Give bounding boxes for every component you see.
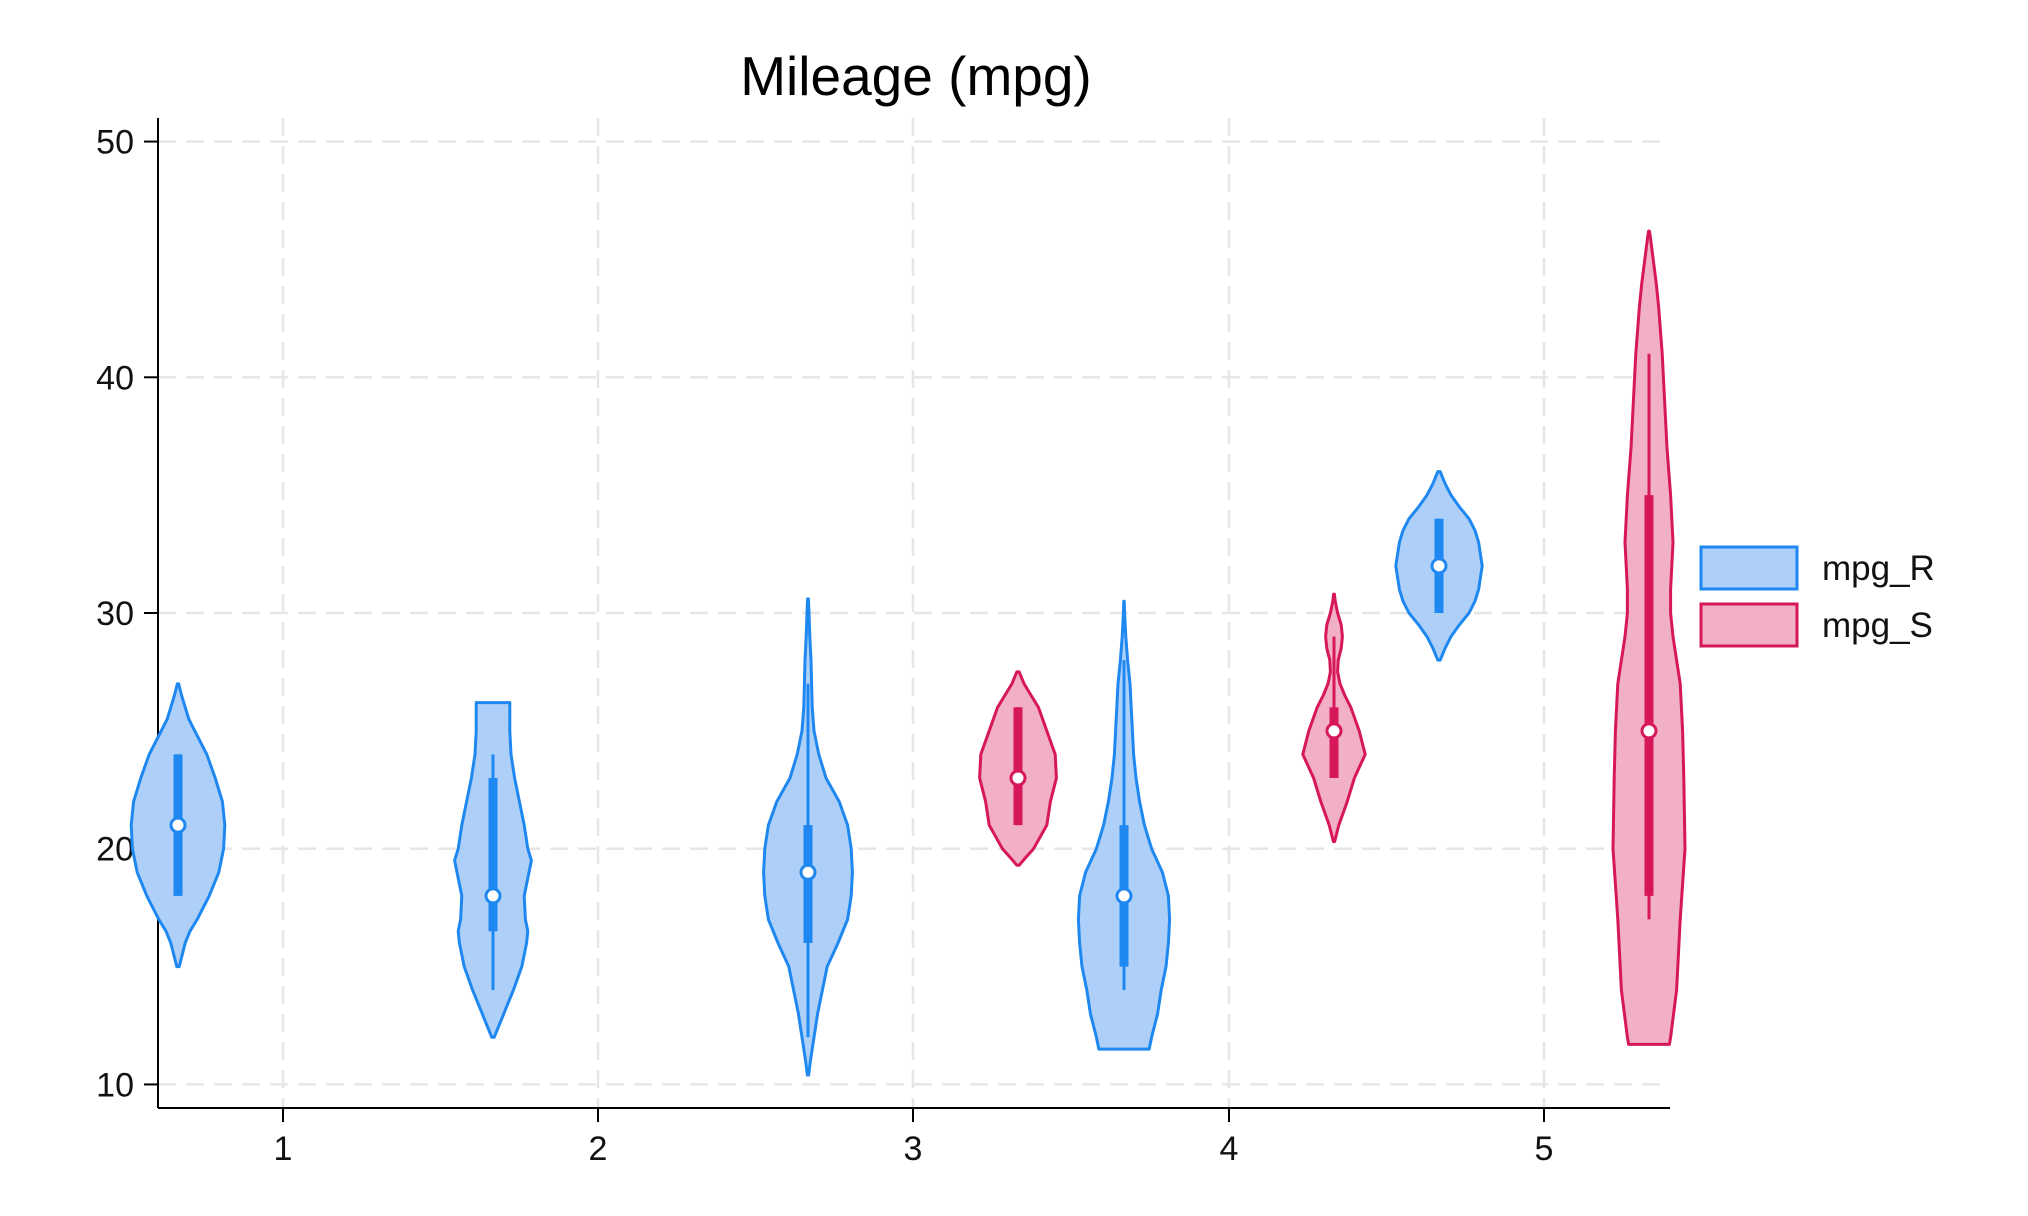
violin-mpg_S-3	[978, 670, 1058, 867]
violin-mpg_R-5	[1394, 470, 1484, 662]
violins	[129, 229, 1687, 1077]
violin-mpg_R-1	[129, 682, 227, 969]
y-tick-label-30: 30	[96, 595, 134, 633]
x-tick-label-2: 2	[589, 1130, 608, 1168]
axes: 10 20 30 40 50 1 2 3 4 5	[96, 118, 1670, 1168]
legend-label-mpg_R: mpg_R	[1822, 549, 1935, 588]
violin-median-marker	[1009, 769, 1027, 787]
x-tick-label-3: 3	[904, 1130, 923, 1168]
violin-mpg_R-3	[762, 597, 854, 1077]
violin-median-marker	[169, 816, 187, 834]
violin-median-marker	[1325, 722, 1343, 740]
gridlines	[158, 118, 1670, 1108]
violin-mpg_R-2	[453, 701, 533, 1039]
violin-median-marker	[1115, 887, 1133, 905]
violin-median-marker	[1640, 722, 1658, 740]
legend-swatch-mpg_R	[1699, 545, 1799, 591]
y-tick-label-50: 50	[96, 124, 134, 162]
legend-label-mpg_S: mpg_S	[1822, 606, 1933, 645]
violin-mpg_S-5	[1611, 229, 1687, 1046]
y-tick-label-10: 10	[96, 1066, 134, 1104]
legend-swatch-mpg_S	[1699, 602, 1799, 648]
x-tick-label-5: 5	[1535, 1130, 1554, 1168]
violin-mpg_S-4	[1301, 592, 1367, 844]
x-tick-label-1: 1	[274, 1130, 293, 1168]
y-tick-label-40: 40	[96, 359, 134, 397]
y-tick-label-20: 20	[96, 831, 134, 869]
violin-median-marker	[799, 863, 817, 881]
legend: mpg_R mpg_S	[1699, 545, 1935, 648]
violin-median-marker	[1430, 557, 1448, 575]
violin-mpg_R-4	[1076, 599, 1172, 1051]
chart-title: Mileage (mpg)	[740, 45, 1092, 107]
x-tick-label-4: 4	[1220, 1130, 1239, 1168]
violin-median-marker	[484, 887, 502, 905]
